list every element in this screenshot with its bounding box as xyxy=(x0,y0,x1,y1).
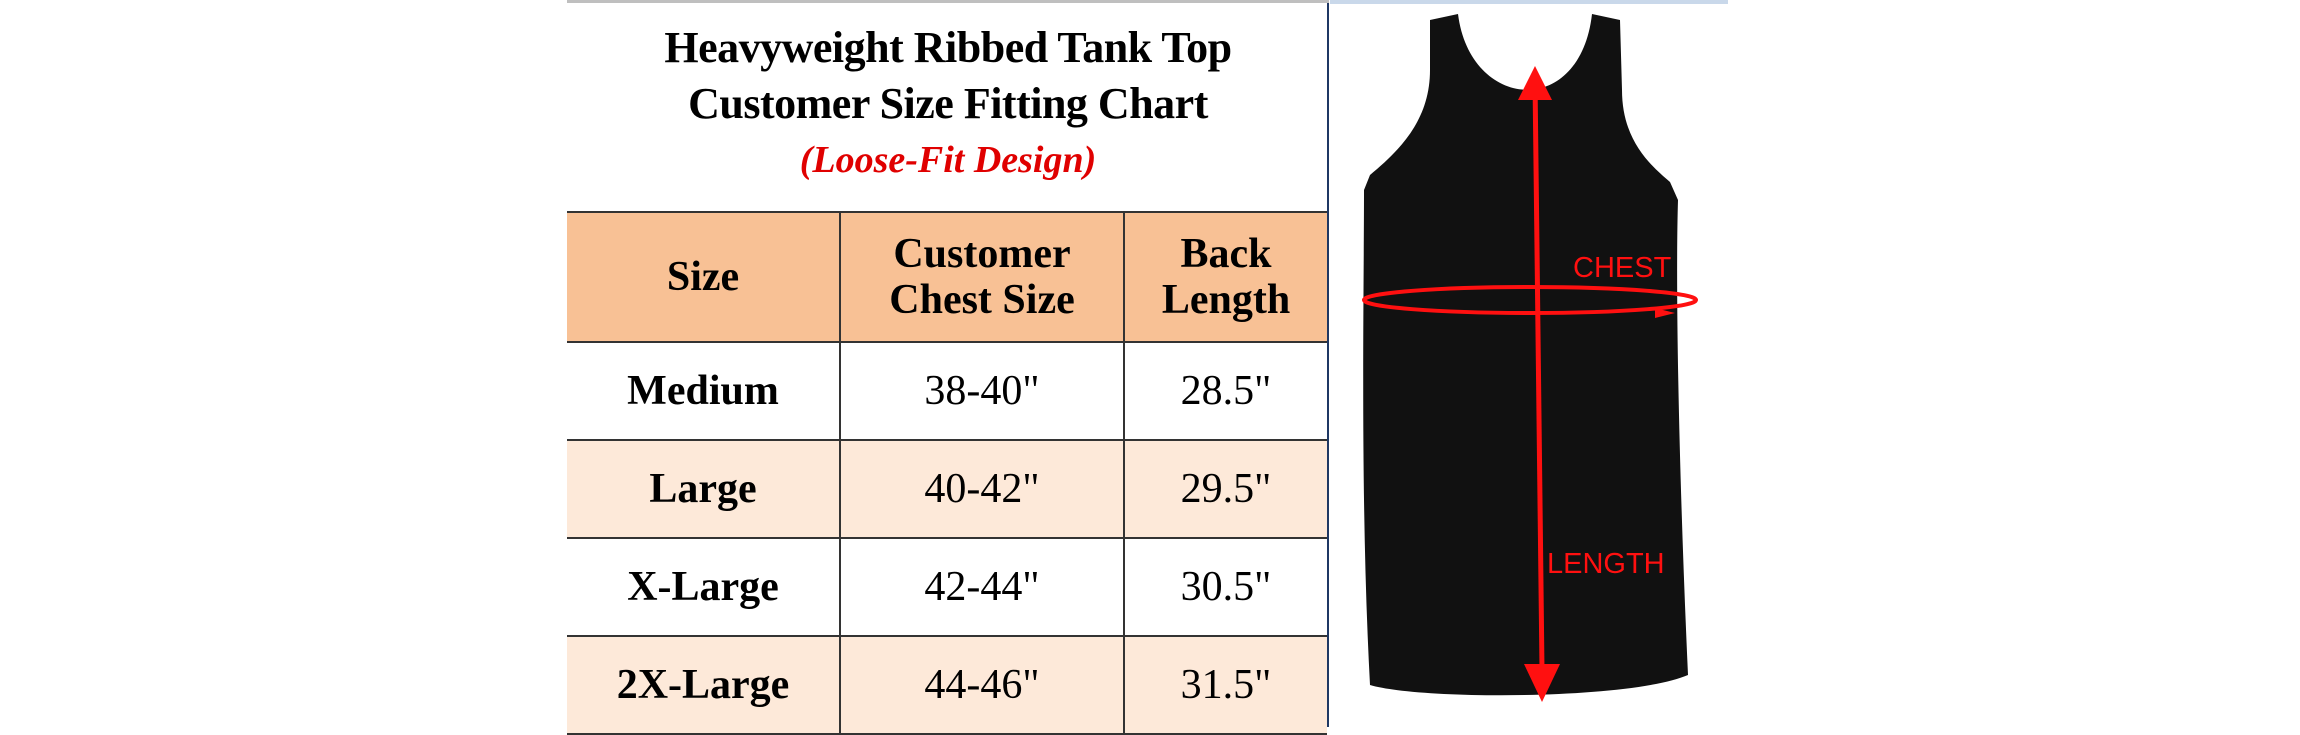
chest-cell: 44-46" xyxy=(839,635,1125,735)
length-label: LENGTH xyxy=(1547,548,1665,580)
length-cell: 30.5" xyxy=(1123,537,1327,637)
tank-top-diagram: CHEST LENGTH xyxy=(1330,0,1728,727)
size-cell: X-Large xyxy=(567,537,841,637)
chest-cell: 42-44" xyxy=(839,537,1125,637)
tank-top-image xyxy=(1362,14,1698,702)
tank-top-shape xyxy=(1363,14,1688,696)
table-row: X-Large 42-44" 30.5" xyxy=(567,537,1327,637)
chest-cell: 38-40" xyxy=(839,341,1125,441)
length-cell: 28.5" xyxy=(1123,341,1327,441)
column-header-chest: Customer Chest Size xyxy=(839,211,1125,343)
header-text: Size xyxy=(666,254,740,300)
chart-title-line1: Heavyweight Ribbed Tank Top xyxy=(664,23,1232,72)
table-header-row: Size Customer Chest Size Back Length xyxy=(567,211,1327,343)
header-text: Length xyxy=(1161,277,1291,323)
header-text: Back xyxy=(1180,231,1272,277)
length-line xyxy=(1532,79,1545,671)
size-chart: Heavyweight Ribbed Tank Top Customer Siz… xyxy=(567,0,1329,735)
length-cell: 29.5" xyxy=(1123,439,1327,539)
chart-title-line2: Customer Size Fitting Chart xyxy=(688,79,1208,128)
length-arrow-up-icon xyxy=(1518,66,1552,100)
length-cell: 31.5" xyxy=(1123,635,1327,735)
size-cell: Medium xyxy=(567,341,841,441)
chest-label: CHEST xyxy=(1573,252,1672,284)
chest-arrowhead-icon xyxy=(1655,308,1675,318)
column-header-size: Size xyxy=(567,211,841,343)
size-cell: 2X-Large xyxy=(567,635,841,735)
photo-border xyxy=(1330,0,1728,4)
top-divider xyxy=(567,0,1329,3)
size-cell: Large xyxy=(567,439,841,539)
table-row: Medium 38-40" 28.5" xyxy=(567,341,1327,441)
header-text: Chest Size xyxy=(889,277,1075,323)
size-table: Size Customer Chest Size Back Length Mediu… xyxy=(567,211,1327,735)
table-row: 2X-Large 44-46" 31.5" xyxy=(567,635,1327,735)
chest-cell: 40-42" xyxy=(839,439,1125,539)
header-text: Customer xyxy=(893,231,1071,277)
chart-subtitle: (Loose-Fit Design) xyxy=(799,139,1097,181)
column-header-length: Back Length xyxy=(1123,211,1327,343)
chest-ellipse xyxy=(1362,285,1698,315)
table-row: Large 40-42" 29.5" xyxy=(567,439,1327,539)
length-arrow-down-icon xyxy=(1524,664,1560,702)
